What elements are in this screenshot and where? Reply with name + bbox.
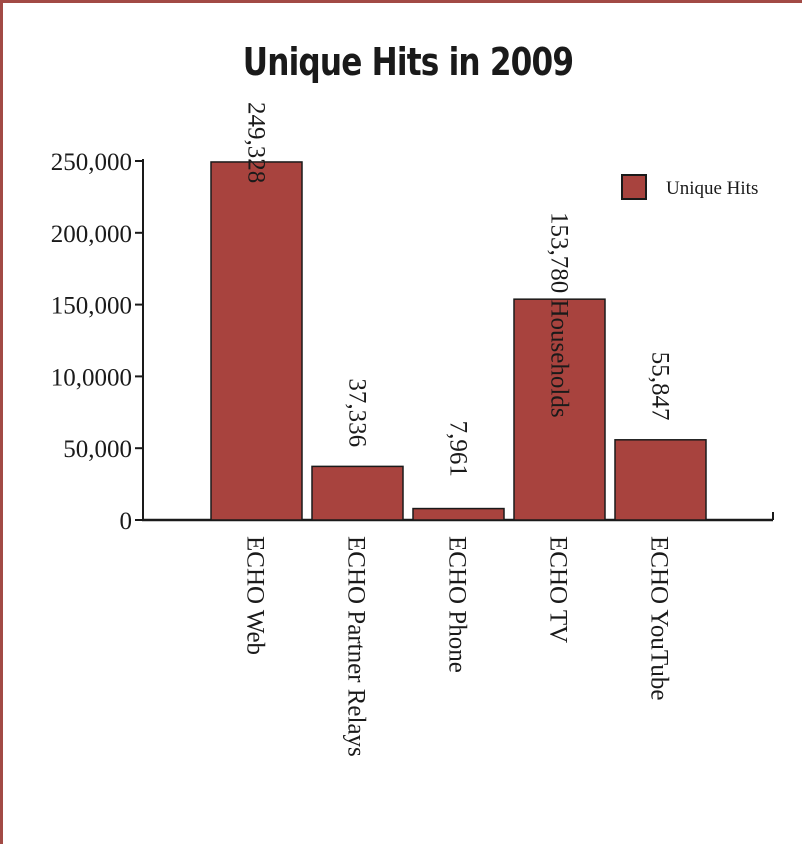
data-label: 37,336	[344, 378, 371, 447]
category-label: ECHO Web	[242, 536, 269, 655]
chart-title: Unique Hits in 2009	[242, 40, 574, 84]
legend-label: Unique Hits	[666, 178, 758, 199]
data-label: 7,961	[445, 421, 472, 477]
bar	[210, 161, 303, 521]
y-axis-ticks: 0 50,000 10,0000 150,000 200,000 250,000	[51, 149, 143, 535]
y-tick-label: 10,0000	[51, 364, 132, 391]
category-labels: ECHO Web ECHO Partner Relays ECHO Phone ECH…	[242, 536, 673, 757]
legend-swatch	[621, 174, 647, 200]
y-tick-label: 0	[120, 508, 133, 535]
data-label: 249,328	[243, 102, 270, 183]
category-label: ECHO YouTube	[646, 536, 673, 700]
category-label: ECHO Partner Relays	[343, 536, 370, 757]
chart-legend: Unique Hits	[621, 174, 758, 200]
data-labels: 249,328 37,336 7,961 153,780 Households 55,8…	[243, 102, 674, 477]
data-label: 153,780 Households	[546, 212, 573, 418]
chart-bars	[210, 161, 707, 521]
y-tick-label: 50,000	[63, 436, 132, 463]
bar	[614, 439, 707, 521]
y-tick-label: 200,000	[51, 221, 132, 248]
category-label: ECHO TV	[545, 536, 572, 643]
y-tick-label: 250,000	[51, 149, 132, 176]
bar	[412, 507, 505, 521]
bar	[513, 298, 606, 521]
category-label: ECHO Phone	[444, 536, 471, 673]
y-tick-label: 150,000	[51, 293, 132, 320]
bar	[311, 465, 404, 521]
data-label: 55,847	[647, 352, 674, 421]
